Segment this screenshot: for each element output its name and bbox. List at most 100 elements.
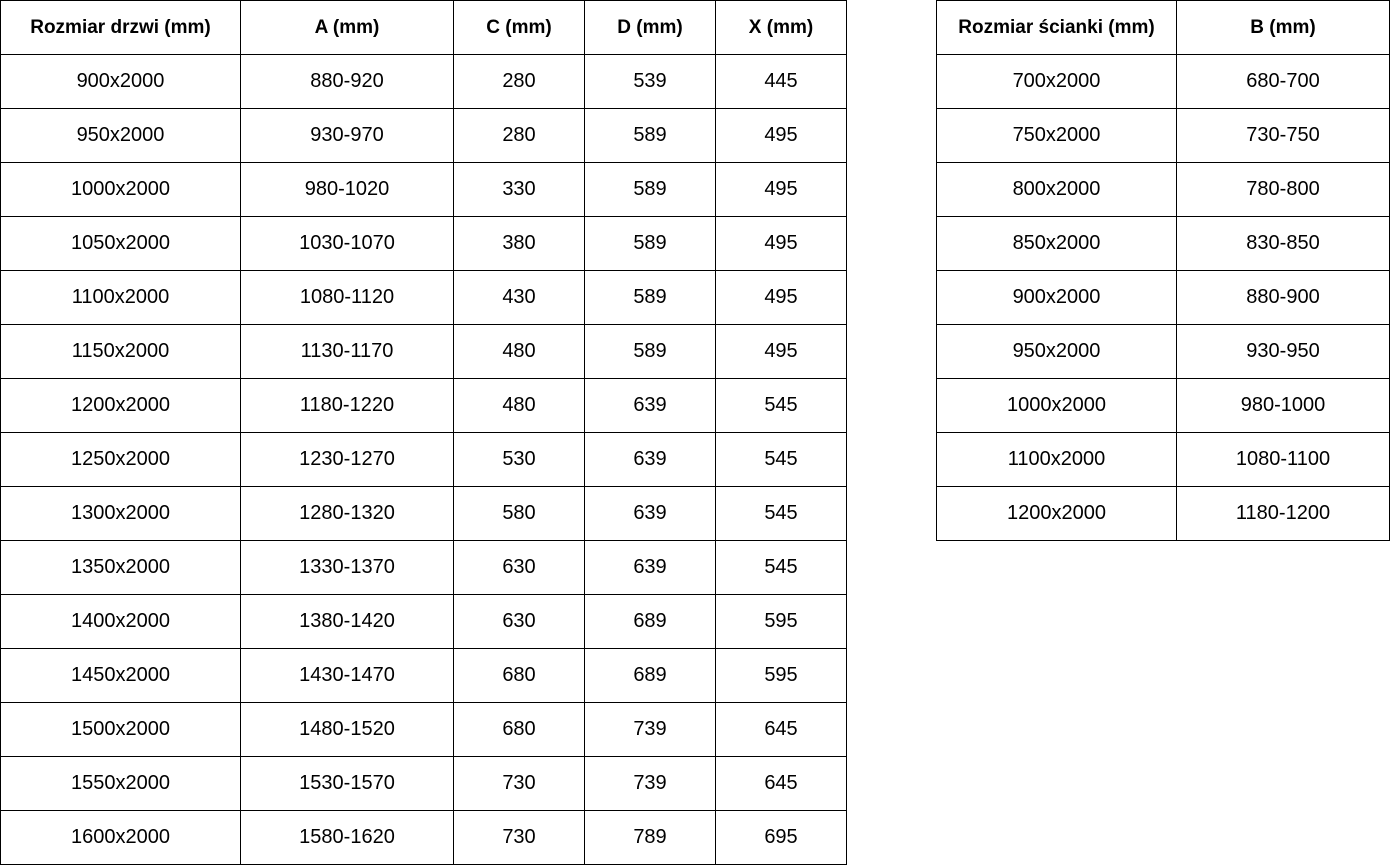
column-header: X (mm) [715, 0, 847, 55]
table-cell: 1550x2000 [0, 756, 241, 811]
table-cell: 1150x2000 [0, 324, 241, 379]
table-cell: 689 [584, 648, 716, 703]
table-row: 1550x2000 1530-1570 730 739 645 [0, 756, 847, 811]
header-row: Rozmiar ścianki (mm) B (mm) [936, 0, 1390, 55]
column-header: Rozmiar ścianki (mm) [936, 0, 1177, 55]
table-cell: 1200x2000 [0, 378, 241, 433]
column-header: Rozmiar drzwi (mm) [0, 0, 241, 55]
table-cell: 480 [453, 378, 585, 433]
column-header: B (mm) [1176, 0, 1390, 55]
table-cell: 1230-1270 [240, 432, 454, 487]
table-cell: 1400x2000 [0, 594, 241, 649]
table-cell: 1080-1100 [1176, 432, 1390, 487]
table-cell: 880-900 [1176, 270, 1390, 325]
table-row: 850x2000 830-850 [936, 216, 1390, 271]
table-cell: 380 [453, 216, 585, 271]
table-cell: 680 [453, 702, 585, 757]
table-cell: 750x2000 [936, 108, 1177, 163]
table-cell: 1280-1320 [240, 486, 454, 541]
table-row: 1050x2000 1030-1070 380 589 495 [0, 216, 847, 271]
table-cell: 280 [453, 108, 585, 163]
table-cell: 545 [715, 486, 847, 541]
table-cell: 480 [453, 324, 585, 379]
table-row: 950x2000 930-970 280 589 495 [0, 108, 847, 163]
table-cell: 645 [715, 756, 847, 811]
table-cell: 1380-1420 [240, 594, 454, 649]
table-cell: 1500x2000 [0, 702, 241, 757]
table-row: 1400x2000 1380-1420 630 689 595 [0, 594, 847, 649]
table-row: 800x2000 780-800 [936, 162, 1390, 217]
table-cell: 930-950 [1176, 324, 1390, 379]
table-cell: 780-800 [1176, 162, 1390, 217]
table-row: 1250x2000 1230-1270 530 639 545 [0, 432, 847, 487]
table-cell: 1300x2000 [0, 486, 241, 541]
doors-size-table: Rozmiar drzwi (mm) A (mm) C (mm) D (mm) X (m… [0, 0, 847, 865]
table-cell: 789 [584, 810, 716, 865]
table-row: 750x2000 730-750 [936, 108, 1390, 163]
table-cell: 1200x2000 [936, 486, 1177, 541]
table-cell: 880-920 [240, 54, 454, 109]
table-cell: 630 [453, 594, 585, 649]
table-row: 1500x2000 1480-1520 680 739 645 [0, 702, 847, 757]
table-cell: 539 [584, 54, 716, 109]
table-cell: 1250x2000 [0, 432, 241, 487]
table-cell: 1350x2000 [0, 540, 241, 595]
table-cell: 1030-1070 [240, 216, 454, 271]
table-cell: 980-1020 [240, 162, 454, 217]
table-cell: 930-970 [240, 108, 454, 163]
table-cell: 1050x2000 [0, 216, 241, 271]
table-cell: 730 [453, 810, 585, 865]
table-cell: 680 [453, 648, 585, 703]
table-cell: 495 [715, 270, 847, 325]
table-row: 1000x2000 980-1020 330 589 495 [0, 162, 847, 217]
table-cell: 495 [715, 216, 847, 271]
table-cell: 850x2000 [936, 216, 1177, 271]
table-cell: 730-750 [1176, 108, 1390, 163]
table-cell: 730 [453, 756, 585, 811]
table-cell: 1330-1370 [240, 540, 454, 595]
table-row: 1200x2000 1180-1200 [936, 486, 1390, 541]
table-cell: 589 [584, 216, 716, 271]
table-cell: 680-700 [1176, 54, 1390, 109]
header-row: Rozmiar drzwi (mm) A (mm) C (mm) D (mm) X (m… [0, 0, 847, 55]
table-cell: 495 [715, 162, 847, 217]
table-row: 1100x2000 1080-1120 430 589 495 [0, 270, 847, 325]
wall-size-table: Rozmiar ścianki (mm) B (mm) 700x2000 680-70… [936, 0, 1390, 541]
table-cell: 530 [453, 432, 585, 487]
table-cell: 280 [453, 54, 585, 109]
table-cell: 580 [453, 486, 585, 541]
table-cell: 545 [715, 432, 847, 487]
table-cell: 1180-1200 [1176, 486, 1390, 541]
table-row: 1100x2000 1080-1100 [936, 432, 1390, 487]
table-row: 1450x2000 1430-1470 680 689 595 [0, 648, 847, 703]
column-header: C (mm) [453, 0, 585, 55]
table-row: 1000x2000 980-1000 [936, 378, 1390, 433]
table-cell: 1000x2000 [936, 378, 1177, 433]
table-cell: 1130-1170 [240, 324, 454, 379]
table-cell: 545 [715, 540, 847, 595]
table-cell: 330 [453, 162, 585, 217]
table-cell: 1080-1120 [240, 270, 454, 325]
table-row: 1350x2000 1330-1370 630 639 545 [0, 540, 847, 595]
column-header: D (mm) [584, 0, 716, 55]
table-row: 700x2000 680-700 [936, 54, 1390, 109]
table-cell: 1580-1620 [240, 810, 454, 865]
table-cell: 639 [584, 486, 716, 541]
table-cell: 495 [715, 108, 847, 163]
table-cell: 1600x2000 [0, 810, 241, 865]
table-cell: 1480-1520 [240, 702, 454, 757]
table-row: 1200x2000 1180-1220 480 639 545 [0, 378, 847, 433]
table-cell: 830-850 [1176, 216, 1390, 271]
table-cell: 589 [584, 324, 716, 379]
table-cell: 1530-1570 [240, 756, 454, 811]
table-cell: 639 [584, 540, 716, 595]
table-cell: 900x2000 [0, 54, 241, 109]
table-cell: 1450x2000 [0, 648, 241, 703]
table-cell: 980-1000 [1176, 378, 1390, 433]
table-cell: 639 [584, 432, 716, 487]
table-cell: 700x2000 [936, 54, 1177, 109]
table-cell: 739 [584, 756, 716, 811]
table-cell: 1100x2000 [0, 270, 241, 325]
table-cell: 695 [715, 810, 847, 865]
table-cell: 1180-1220 [240, 378, 454, 433]
